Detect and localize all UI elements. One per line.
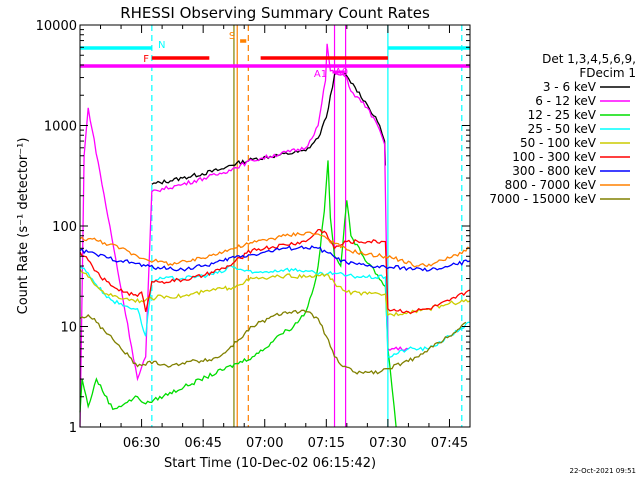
footer-timestamp: 22-Oct-2021 09:51 <box>570 467 636 475</box>
flag-label-f: F <box>143 54 149 65</box>
x-tick-label: 06:45 <box>184 436 221 451</box>
legend-label-1: 6 - 12 keV <box>535 94 597 108</box>
series-line-3 <box>79 265 471 358</box>
vertical-markers <box>151 25 463 427</box>
x-tick-label: 07:45 <box>431 436 468 451</box>
series-line-4 <box>79 269 471 317</box>
series-line-7 <box>79 231 471 268</box>
x-axis-label: Start Time (10-Dec-02 06:15:42) <box>164 456 376 471</box>
series-lines <box>79 43 471 428</box>
x-tick-label: 06:30 <box>123 436 160 451</box>
flag-bars: NF S A1 A0 <box>80 31 470 80</box>
legend-header-line: FDecim 1 <box>579 66 636 80</box>
flag-label-n: N <box>158 40 165 51</box>
legend-label-6: 300 - 800 keV <box>512 164 596 178</box>
x-tick-label: 07:30 <box>369 436 406 451</box>
chart-title: RHESSI Observing Summary Count Rates <box>120 4 430 22</box>
legend-label-4: 50 - 100 keV <box>520 136 597 150</box>
axis-ticks: 06:30 06:45 07:00 07:15 07:30 07:45 1 10 100 1000… <box>36 19 470 451</box>
y-tick-label: 1 <box>69 421 77 436</box>
x-tick-label: 07:00 <box>246 436 283 451</box>
legend-label-8: 7000 - 15000 keV <box>489 192 596 206</box>
series-line-8 <box>79 309 467 375</box>
flag-label-s: S <box>229 31 235 42</box>
legend-label-7: 800 - 7000 keV <box>505 178 597 192</box>
legend-label-2: 12 - 25 keV <box>528 108 597 122</box>
legend-label-3: 25 - 50 keV <box>528 122 597 136</box>
series-line-6 <box>79 245 471 272</box>
series-line-2 <box>79 160 397 428</box>
y-tick-label: 10000 <box>36 19 77 34</box>
flag-label-a1: A1 <box>314 69 327 80</box>
x-tick-label: 07:15 <box>308 436 345 451</box>
legend-label-5: 100 - 300 keV <box>512 150 596 164</box>
legend-header-line: Det 1,3,4,5,6,9, <box>542 52 636 66</box>
y-tick-label: 100 <box>52 220 77 235</box>
flag-label-a0: A0 <box>335 67 348 78</box>
y-tick-label: 1000 <box>44 120 77 135</box>
legend-label-0: 3 - 6 keV <box>543 80 597 94</box>
y-axis-label: Count Rate (s⁻¹ detector⁻¹) <box>16 138 31 315</box>
y-tick-label: 10 <box>60 321 77 336</box>
series-line-5 <box>79 228 471 315</box>
